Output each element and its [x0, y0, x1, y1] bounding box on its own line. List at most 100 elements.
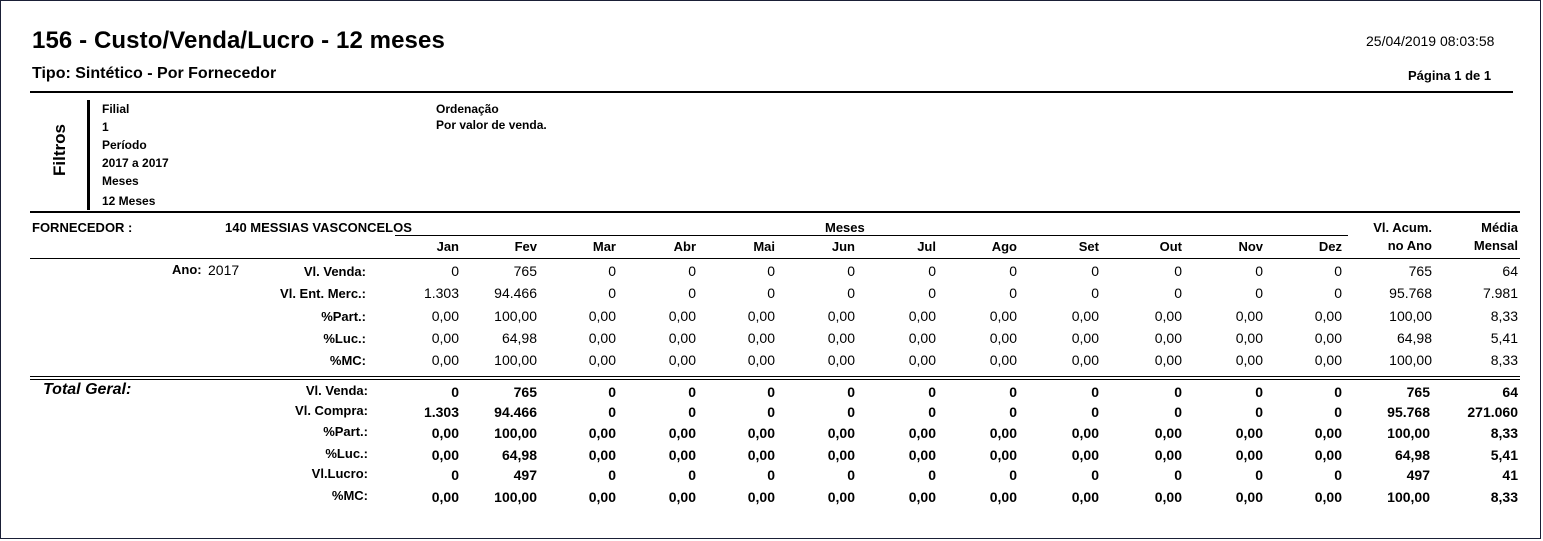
- total-cell: 0,00: [1154, 425, 1182, 441]
- detail-cell: 0: [1091, 285, 1099, 301]
- month-header-mar: Mar: [592, 239, 616, 254]
- detail-acum-cell: 100,00: [1389, 308, 1432, 324]
- detail-cell: 0,00: [431, 308, 459, 324]
- header-divider: [30, 91, 1513, 93]
- total-cell: 0: [1091, 404, 1099, 420]
- total-cell: 0: [1174, 404, 1182, 420]
- total-cell: 1.303: [423, 404, 459, 420]
- report-datetime: 25/04/2019 08:03:58: [1366, 33, 1495, 49]
- detail-cell: 64,98: [501, 330, 537, 346]
- month-header-jun: Jun: [831, 239, 855, 254]
- detail-cell: 0: [1334, 285, 1342, 301]
- total-row-label: %Part.:: [323, 424, 368, 439]
- detail-cell: 0: [928, 263, 936, 279]
- detail-cell: 0,00: [1071, 352, 1099, 368]
- detail-cell: 0: [1009, 285, 1017, 301]
- acum-header-line1: Vl. Acum.: [1373, 220, 1432, 235]
- month-header-jan: Jan: [436, 239, 459, 254]
- total-cell: 0,00: [989, 425, 1017, 441]
- total-cell: 0: [767, 467, 775, 483]
- detail-cell: 0,00: [588, 352, 616, 368]
- total-row-label: %MC:: [331, 488, 368, 503]
- total-acum-cell: 100,00: [1387, 425, 1430, 441]
- total-media-cell: 8,33: [1490, 489, 1518, 505]
- detail-cell: 0: [608, 285, 616, 301]
- detail-cell: 0,00: [908, 308, 936, 324]
- detail-row-label: Vl. Venda:: [303, 264, 366, 279]
- detail-media-cell: 5,41: [1490, 330, 1518, 346]
- total-cell: 0,00: [1235, 425, 1263, 441]
- total-cell: 0,00: [827, 489, 855, 505]
- total-cell: 0: [1009, 404, 1017, 420]
- total-row-label: Vl.Lucro:: [311, 466, 368, 481]
- total-divider-bottom: [30, 379, 1520, 380]
- detail-cell: 0,00: [908, 352, 936, 368]
- filter-ordenacao-label: Ordenação: [436, 102, 499, 116]
- total-cell: 0,00: [1154, 489, 1182, 505]
- detail-cell: 0,00: [668, 330, 696, 346]
- month-header-ago: Ago: [991, 239, 1017, 254]
- filters-divider: [87, 100, 90, 210]
- total-cell: 0: [451, 384, 459, 400]
- acum-header-line2: no Ano: [1387, 238, 1432, 253]
- meses-header: Meses: [825, 220, 865, 235]
- detail-cell: 0: [1334, 263, 1342, 279]
- detail-cell: 0,00: [747, 330, 775, 346]
- detail-cell: 0: [1174, 263, 1182, 279]
- total-cell: 0,00: [588, 425, 616, 441]
- detail-cell: 0,00: [989, 352, 1017, 368]
- total-row-label: %Luc.:: [325, 446, 368, 461]
- detail-media-cell: 8,33: [1490, 352, 1518, 368]
- total-cell: 0: [1334, 404, 1342, 420]
- detail-cell: 0,00: [908, 330, 936, 346]
- total-cell: 0,00: [827, 447, 855, 463]
- total-cell: 0,00: [431, 447, 459, 463]
- detail-acum-cell: 765: [1408, 263, 1432, 279]
- detail-cell: 0,00: [747, 308, 775, 324]
- total-cell: 0: [847, 384, 855, 400]
- total-cell: 0: [1255, 404, 1263, 420]
- total-cell: 765: [513, 384, 537, 400]
- total-cell: 0,00: [1314, 489, 1342, 505]
- total-acum-cell: 497: [1406, 467, 1430, 483]
- filter-meses-value: 12 Meses: [102, 194, 156, 208]
- total-cell: 100,00: [494, 489, 537, 505]
- detail-cell: 0,00: [588, 308, 616, 324]
- fornecedor-label: FORNECEDOR :: [32, 220, 133, 235]
- total-row-label: Vl. Venda:: [305, 383, 368, 398]
- detail-cell: 765: [513, 263, 537, 279]
- filters-section-label: Filtros: [50, 124, 69, 176]
- total-cell: 0,00: [588, 489, 616, 505]
- detail-cell: 0,00: [1154, 308, 1182, 324]
- detail-cell: 0: [1255, 285, 1263, 301]
- total-cell: 0,00: [989, 489, 1017, 505]
- detail-cell: 0: [767, 285, 775, 301]
- detail-cell: 0,00: [1071, 308, 1099, 324]
- total-cell: 0,00: [431, 425, 459, 441]
- detail-cell: 0,00: [1235, 352, 1263, 368]
- detail-cell: 100,00: [494, 308, 537, 324]
- detail-cell: 94.466: [494, 285, 537, 301]
- page-indicator: Página 1 de 1: [1408, 68, 1492, 83]
- total-cell: 0,00: [908, 489, 936, 505]
- total-cell: 0,00: [588, 447, 616, 463]
- total-cell: 0,00: [989, 447, 1017, 463]
- total-divider-top: [30, 376, 1520, 377]
- detail-cell: 0: [847, 285, 855, 301]
- detail-cell: 1.303: [423, 285, 459, 301]
- total-cell: 0,00: [747, 447, 775, 463]
- detail-row-label: %Part.:: [321, 309, 366, 324]
- detail-cell: 0,00: [588, 330, 616, 346]
- total-cell: 0,00: [668, 425, 696, 441]
- detail-cell: 0,00: [747, 352, 775, 368]
- detail-row-label: %Luc.:: [323, 331, 366, 346]
- total-row-label: Vl. Compra:: [295, 403, 368, 418]
- total-cell: 0: [1091, 384, 1099, 400]
- report-title: 156 - Custo/Venda/Lucro - 12 meses: [32, 27, 445, 54]
- filter-periodo-label: Período: [102, 138, 147, 152]
- detail-acum-cell: 95.768: [1389, 285, 1432, 301]
- total-cell: 0: [688, 384, 696, 400]
- month-header-set: Set: [1078, 239, 1099, 254]
- filter-filial-label: Filial: [102, 102, 130, 116]
- detail-cell: 0,00: [1154, 352, 1182, 368]
